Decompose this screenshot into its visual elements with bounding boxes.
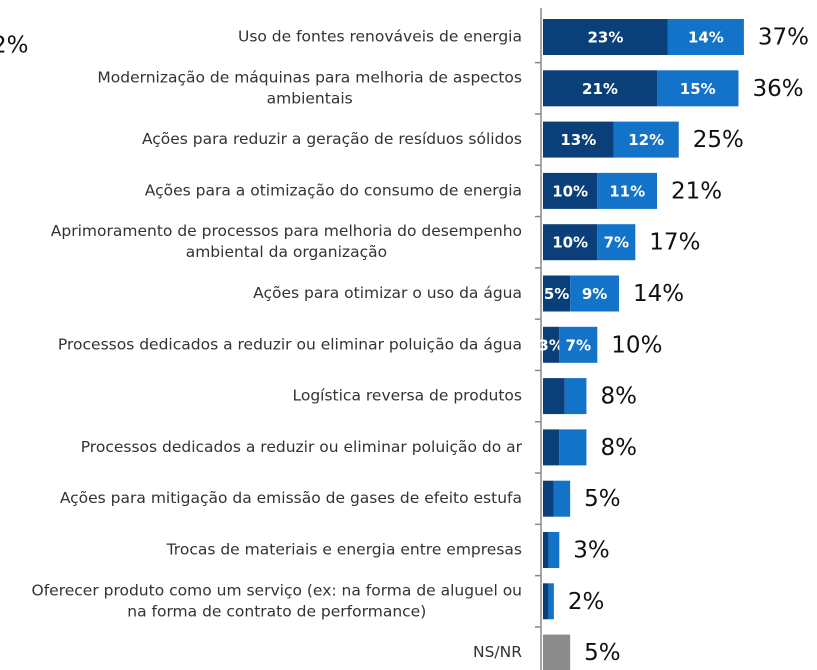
bar-segment bbox=[559, 429, 587, 466]
total-label: 36% bbox=[752, 76, 803, 102]
category-label: ambiental da organização bbox=[186, 243, 387, 261]
bar-segment bbox=[543, 70, 658, 107]
bar-segment bbox=[543, 326, 560, 363]
segment-label: 13% bbox=[560, 131, 596, 149]
bar-segment bbox=[559, 326, 598, 363]
bar-segment bbox=[543, 583, 549, 620]
category-label: ambientais bbox=[267, 89, 353, 107]
bar-segment bbox=[553, 480, 571, 517]
bar-segment bbox=[543, 172, 598, 209]
bar-segment bbox=[548, 532, 560, 568]
bar-segment bbox=[543, 532, 549, 568]
bar-segment bbox=[570, 275, 620, 312]
category-label: Processos dedicados a reduzir ou elimina… bbox=[58, 335, 522, 353]
bar-segment bbox=[543, 378, 565, 415]
segment-label: 10% bbox=[552, 182, 588, 200]
total-label: 25% bbox=[693, 127, 744, 153]
segment-label: 15% bbox=[680, 80, 716, 98]
segment-label: 21% bbox=[582, 80, 618, 98]
total-label: 14% bbox=[633, 281, 684, 307]
bar-segment bbox=[543, 224, 598, 261]
bar-segment bbox=[543, 480, 554, 517]
total-label: 17% bbox=[649, 230, 700, 256]
total-label: 8% bbox=[600, 435, 637, 461]
segment-label: 7% bbox=[566, 336, 591, 354]
category-label: na forma de contrato de performance) bbox=[127, 602, 426, 620]
category-label: Modernização de máquinas para melhoria d… bbox=[97, 68, 522, 86]
category-label: Logística reversa de produtos bbox=[292, 387, 522, 405]
total-label: 37% bbox=[758, 25, 809, 51]
total-label: 10% bbox=[611, 332, 662, 358]
total-label: 21% bbox=[671, 178, 722, 204]
bar-segment bbox=[667, 19, 744, 55]
category-label: Ações para mitigação da emissão de gases… bbox=[60, 489, 522, 507]
bar-segment bbox=[613, 121, 679, 158]
category-label: NS/NR bbox=[473, 643, 522, 661]
segment-label: 5% bbox=[544, 285, 569, 303]
segment-label: 11% bbox=[609, 182, 645, 200]
segment-label: 23% bbox=[587, 29, 623, 47]
total-label: 3% bbox=[573, 538, 610, 564]
category-label: Aprimoramento de processos para melhoria… bbox=[51, 222, 522, 240]
total-label: 2% bbox=[568, 589, 605, 615]
segment-label: 14% bbox=[688, 29, 724, 47]
category-label: Trocas de materiais e energia entre empr… bbox=[166, 541, 522, 559]
annotation: 2% bbox=[0, 33, 29, 59]
bar-segment bbox=[548, 583, 554, 620]
total-label: 5% bbox=[584, 486, 621, 512]
segment-label: 10% bbox=[552, 234, 588, 252]
bar-segment bbox=[564, 378, 587, 415]
bar-segment bbox=[543, 429, 560, 466]
total-label: 8% bbox=[600, 384, 637, 410]
segment-label: 12% bbox=[628, 131, 664, 149]
category-label: Oferecer produto como um serviço (ex: na… bbox=[32, 581, 523, 599]
segment-label: 3% bbox=[538, 336, 563, 354]
bar-segment bbox=[657, 70, 739, 107]
bar-segment bbox=[543, 634, 571, 670]
segment-label: 9% bbox=[582, 285, 607, 303]
bar-segment bbox=[543, 19, 668, 55]
bar-segment bbox=[543, 121, 614, 158]
category-label: Uso de fontes renováveis de energia bbox=[238, 28, 522, 46]
bar-segment bbox=[597, 172, 658, 209]
category-label: Ações para reduzir a geração de resíduos… bbox=[142, 130, 522, 148]
category-label: Ações para otimizar o uso da água bbox=[253, 284, 522, 302]
segment-label: 7% bbox=[604, 234, 629, 252]
category-label: Processos dedicados a reduzir ou elimina… bbox=[81, 438, 523, 456]
bar-segment bbox=[597, 224, 636, 261]
bar-segment bbox=[543, 275, 571, 312]
category-label: Ações para a otimização do consumo de en… bbox=[145, 181, 522, 199]
total-label: 5% bbox=[584, 640, 621, 666]
